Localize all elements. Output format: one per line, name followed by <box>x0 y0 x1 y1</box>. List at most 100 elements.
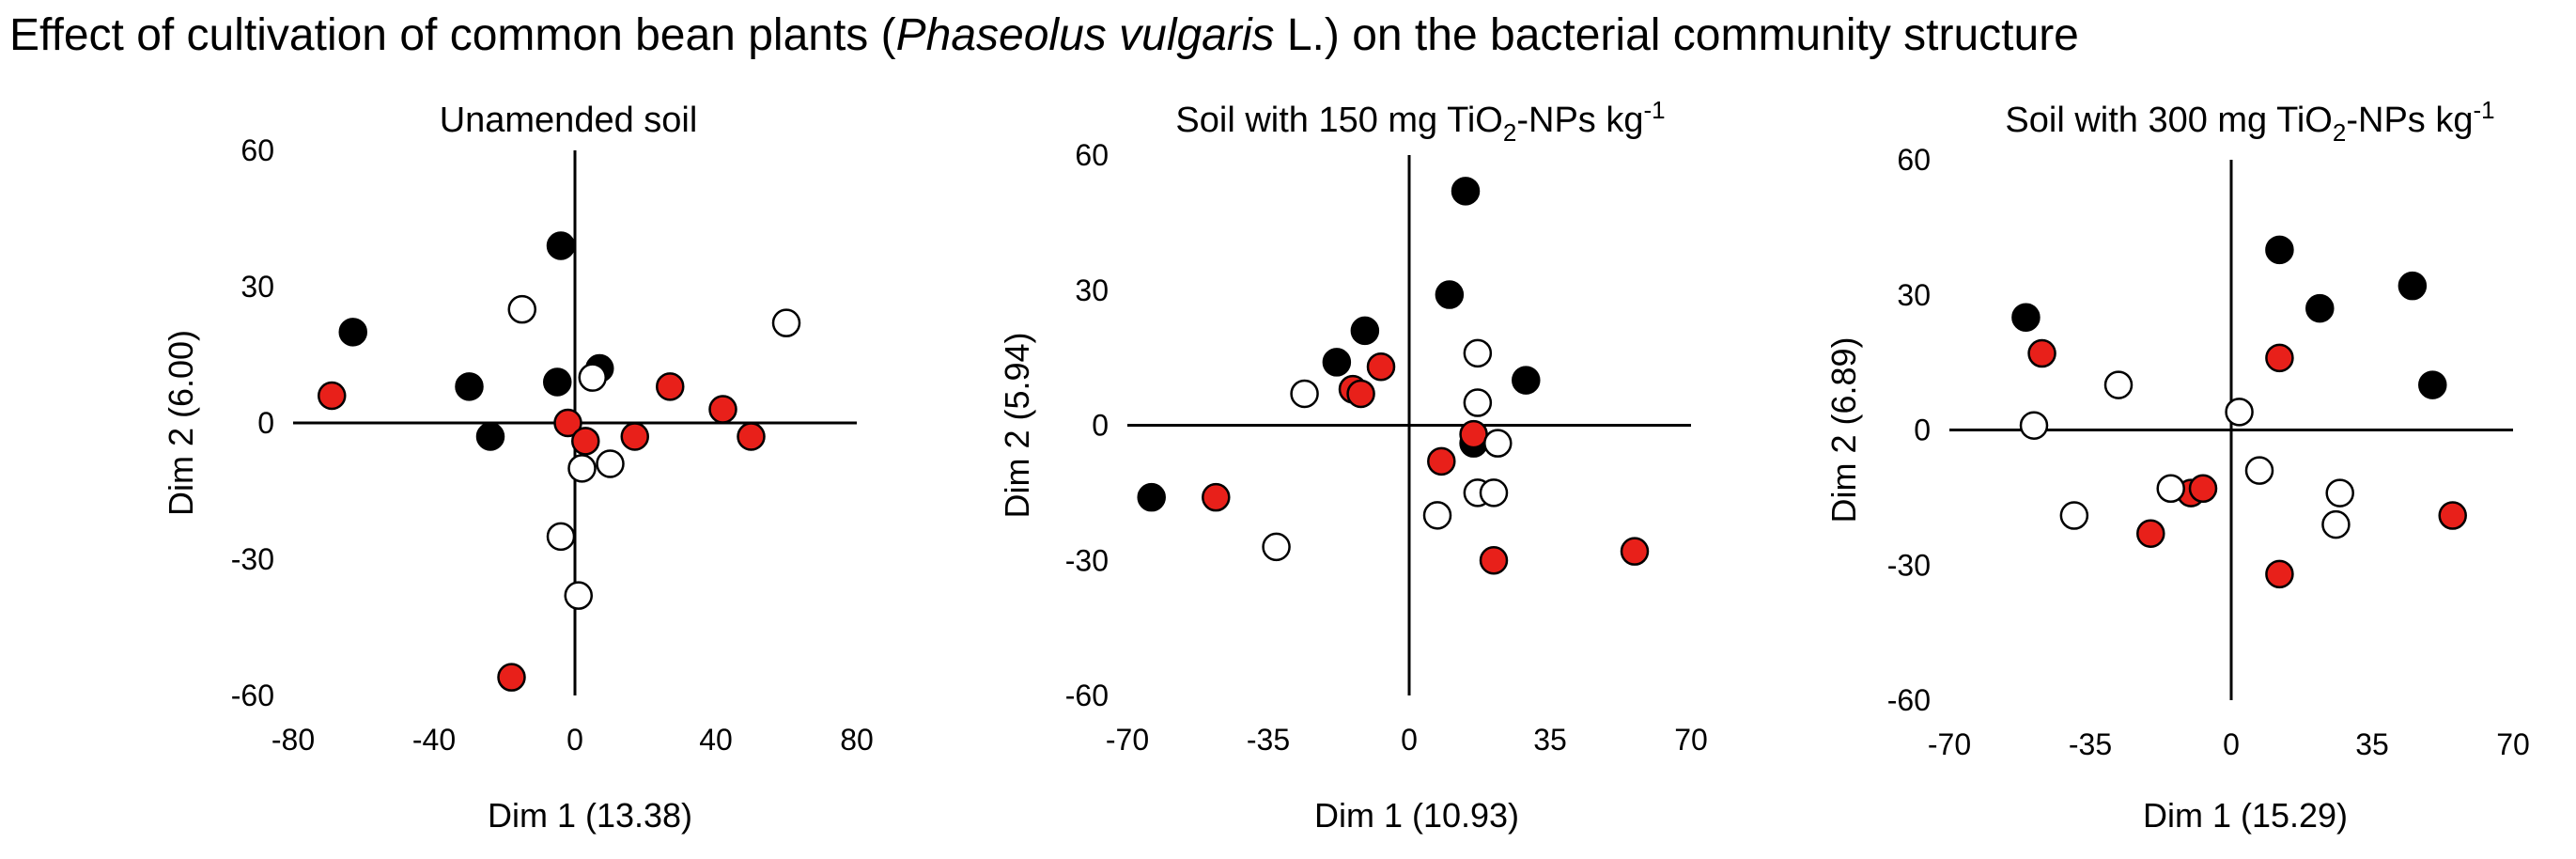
point-red <box>1346 379 1375 409</box>
point-white <box>2321 509 2351 539</box>
point-black <box>546 231 576 260</box>
x-tick-label: 0 <box>2223 727 2240 761</box>
point-red <box>1366 351 1396 382</box>
point-black <box>2011 303 2041 332</box>
point-black <box>455 372 484 401</box>
y-tick-label: 30 <box>1075 273 1109 307</box>
y-tick-label: 0 <box>1092 409 1109 443</box>
y-tick-label: 30 <box>1897 278 1931 312</box>
point-red <box>2136 519 2165 548</box>
point-black <box>1512 366 1541 395</box>
point-white <box>1463 338 1493 368</box>
y-axis-label: Dim 2 (5.94) <box>998 332 1036 518</box>
x-tick-label: 35 <box>1533 723 1567 757</box>
point-black <box>1350 316 1380 346</box>
point-red <box>737 422 766 451</box>
y-axis-label: Dim 2 (6.89) <box>1824 336 1863 523</box>
point-black <box>1435 280 1465 309</box>
point-white <box>567 454 597 483</box>
point-red <box>318 381 347 411</box>
point-white <box>2244 456 2274 485</box>
point-white <box>596 449 625 478</box>
panel-2: Soil with 150 mg TiO2-NPs kg-1 -70 -35 0 35 7… <box>998 96 1708 835</box>
panel-title: Soil with 300 mg TiO2-NPs kg-1 <box>2005 96 2494 147</box>
x-tick-label: 80 <box>840 723 874 757</box>
point-white <box>1463 388 1493 417</box>
x-tick-label: 40 <box>699 723 733 757</box>
y-tick-label: 60 <box>1075 138 1109 172</box>
point-white <box>2225 398 2254 427</box>
point-red <box>2188 474 2218 504</box>
panel-3: Soil with 300 mg TiO2-NPs kg-1 -70 -35 0 35 7… <box>1824 96 2530 835</box>
point-black <box>338 318 367 347</box>
y-tick-label: 0 <box>1914 414 1931 447</box>
point-black <box>1322 348 1352 377</box>
point-red <box>1202 482 1231 512</box>
point-white <box>771 308 801 337</box>
point-red <box>2438 501 2467 530</box>
point-white <box>546 522 576 552</box>
point-black <box>2398 271 2428 301</box>
figure-title-species: Phaseolus vulgaris <box>895 10 1275 60</box>
point-black <box>1451 177 1481 206</box>
point-black <box>475 422 505 451</box>
point-red <box>571 427 600 456</box>
point-black <box>1137 482 1166 512</box>
panel-title: Unamended soil <box>440 101 698 140</box>
panel-1: Unamended soil -80 -40 0 40 80 -60 -30 0 30 60 Dim … <box>162 101 874 835</box>
point-red <box>656 372 685 401</box>
point-white <box>2019 411 2049 440</box>
x-tick-label: 0 <box>1401 723 1418 757</box>
y-tick-label: -60 <box>1065 679 1109 712</box>
x-tick-label: 70 <box>1674 723 1708 757</box>
y-tick-label: -30 <box>231 542 274 576</box>
point-red <box>708 395 737 424</box>
x-tick-label: -40 <box>412 723 456 757</box>
x-tick-label: -70 <box>1106 723 1149 757</box>
point-white <box>1479 478 1509 508</box>
figure-title-suffix: L.) on the bacterial community structure <box>1274 10 2079 60</box>
point-red <box>620 422 649 451</box>
y-axis-label: Dim 2 (6.00) <box>162 330 200 516</box>
point-white <box>1262 532 1291 562</box>
point-white <box>2156 474 2185 504</box>
point-white <box>1290 379 1319 409</box>
point-red <box>2027 338 2056 368</box>
point-white <box>2103 370 2134 399</box>
y-tick-label: -60 <box>1887 683 1931 717</box>
x-tick-label: 35 <box>2355 727 2389 761</box>
x-axis-label: Dim 1 (13.38) <box>488 796 692 835</box>
x-tick-label: -35 <box>2069 727 2112 761</box>
x-tick-label: -80 <box>272 723 315 757</box>
point-red <box>2265 343 2294 373</box>
point-red <box>1620 537 1650 566</box>
point-red <box>1479 546 1509 575</box>
point-red <box>2265 559 2294 589</box>
y-tick-label: 30 <box>241 270 274 304</box>
x-tick-label: -70 <box>1928 727 1971 761</box>
y-tick-label: -30 <box>1065 543 1109 577</box>
point-white <box>507 294 536 324</box>
point-black <box>2265 235 2294 265</box>
y-tick-label: -30 <box>1887 548 1931 582</box>
point-white <box>2325 478 2354 508</box>
x-axis-label: Dim 1 (10.93) <box>1314 796 1519 835</box>
point-white <box>578 363 607 392</box>
y-tick-label: 60 <box>241 133 274 167</box>
point-black <box>2418 370 2447 399</box>
x-axis-label: Dim 1 (15.29) <box>2143 796 2348 835</box>
point-red <box>553 408 582 438</box>
x-tick-label: -35 <box>1247 723 1290 757</box>
y-tick-label: 60 <box>1897 143 1931 177</box>
figure-title: Effect of cultivation of common bean pla… <box>9 8 2079 64</box>
point-red <box>1427 446 1456 476</box>
point-white <box>564 581 593 610</box>
y-tick-label: -60 <box>231 679 274 712</box>
x-tick-label: 70 <box>2496 727 2530 761</box>
point-red <box>497 663 526 692</box>
point-white <box>1422 501 1452 530</box>
x-tick-label: 0 <box>566 723 583 757</box>
y-tick-label: 0 <box>257 406 274 440</box>
figure-title-prefix: Effect of cultivation of common bean pla… <box>9 10 896 60</box>
